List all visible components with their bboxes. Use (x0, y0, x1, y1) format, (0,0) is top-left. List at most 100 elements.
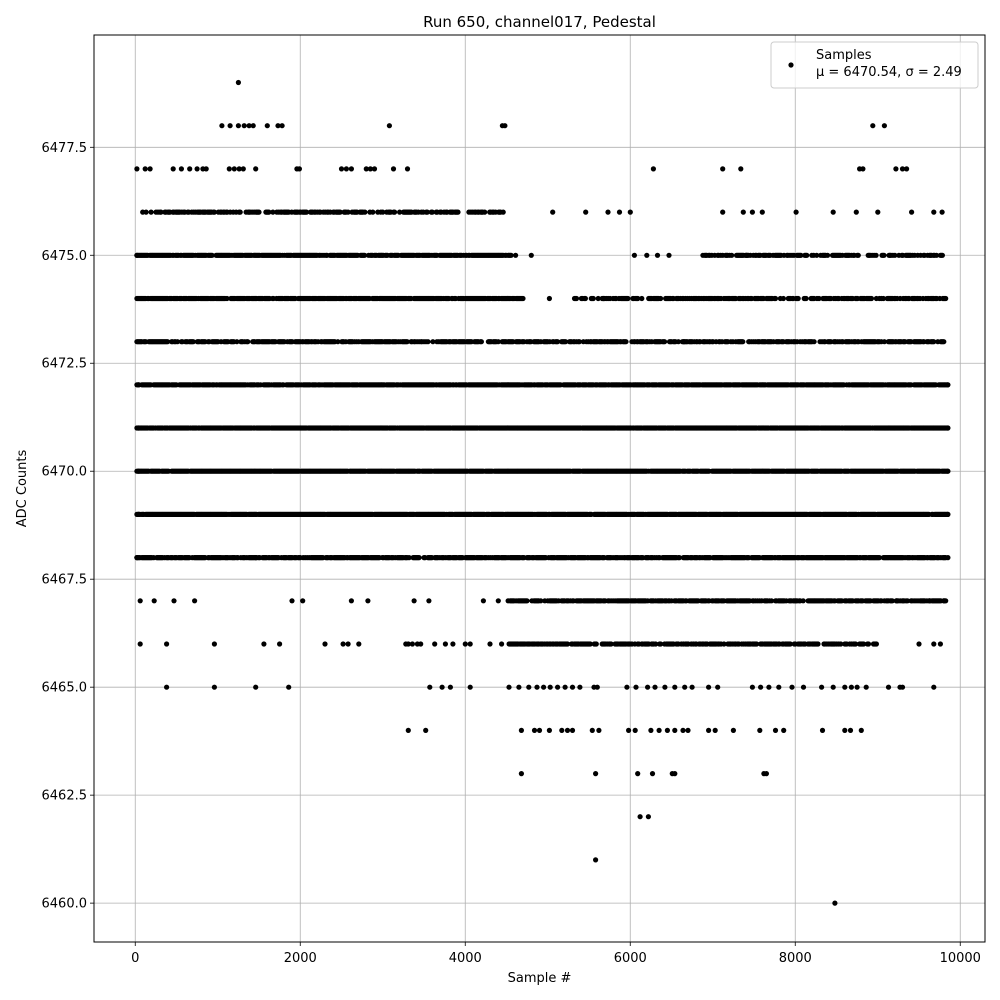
data-point (616, 209, 623, 215)
data-point (392, 209, 398, 215)
data-point (593, 771, 599, 777)
data-point (516, 684, 522, 690)
data-point (881, 123, 888, 129)
data-point (943, 295, 949, 302)
data-point (819, 727, 826, 734)
data-point (639, 295, 645, 302)
data-point (666, 252, 672, 258)
data-point (664, 727, 671, 734)
data-point (892, 252, 898, 258)
data-point (296, 166, 302, 172)
data-point (424, 209, 430, 215)
data-point (727, 252, 733, 258)
data-point (658, 295, 664, 302)
data-point (654, 252, 661, 258)
data-point (945, 425, 951, 431)
data-point (300, 598, 306, 604)
data-point (513, 252, 519, 258)
data-point (520, 295, 526, 302)
data-point (577, 684, 583, 690)
data-point (370, 209, 376, 215)
data-point (365, 598, 371, 604)
data-point (757, 727, 763, 734)
data-point (672, 684, 678, 690)
data-point (442, 641, 448, 647)
data-point (337, 209, 343, 215)
data-point (536, 727, 543, 734)
data-point (211, 684, 217, 690)
data-point (338, 166, 345, 172)
data-point (583, 209, 589, 215)
data-point (625, 295, 631, 302)
data-point (541, 684, 547, 690)
data-point (853, 209, 859, 215)
data-point (429, 209, 435, 215)
data-point (430, 339, 436, 345)
data-point (626, 727, 632, 734)
data-point (635, 771, 641, 777)
data-point (253, 684, 259, 690)
data-point (931, 684, 937, 690)
data-point (816, 295, 822, 302)
data-point (656, 727, 662, 734)
data-point (495, 339, 501, 345)
data-point (261, 641, 267, 647)
data-point (635, 295, 641, 302)
data-point (939, 209, 945, 215)
data-points (134, 79, 951, 906)
data-point (555, 339, 561, 345)
data-point (499, 641, 505, 647)
data-point (800, 684, 807, 690)
data-point (916, 641, 922, 647)
data-point (367, 166, 373, 172)
data-point (749, 209, 756, 215)
data-point (863, 684, 869, 690)
data-point (945, 382, 951, 388)
data-point (240, 166, 246, 172)
data-point (842, 727, 848, 734)
data-point (675, 339, 682, 345)
data-point (409, 641, 415, 647)
data-point (593, 857, 599, 863)
data-point (780, 295, 787, 302)
data-point (211, 209, 217, 215)
data-point (405, 641, 411, 647)
data-point (706, 727, 712, 734)
data-point (937, 641, 944, 647)
data-point (518, 771, 525, 777)
data-point (467, 641, 473, 647)
data-point (194, 166, 200, 172)
data-point (595, 295, 601, 302)
data-point (594, 684, 600, 690)
data-point (798, 252, 804, 258)
data-point (134, 166, 140, 172)
data-point (264, 123, 270, 129)
data-point (772, 295, 779, 302)
data-point (680, 727, 686, 734)
data-point (589, 727, 595, 734)
data-point (165, 339, 171, 345)
data-point (546, 295, 553, 302)
data-point (187, 166, 193, 172)
data-point (236, 166, 242, 172)
data-point (931, 339, 937, 345)
data-point (730, 727, 737, 734)
data-point (405, 727, 411, 734)
data-point (596, 727, 602, 734)
data-point (941, 339, 947, 345)
data-point (432, 641, 438, 647)
data-point (569, 727, 576, 734)
data-point (518, 727, 525, 734)
data-point (231, 166, 237, 172)
data-point (931, 641, 937, 647)
data-point (226, 166, 232, 172)
data-point (423, 727, 429, 734)
data-point (550, 209, 556, 215)
data-point (348, 166, 354, 172)
data-point (899, 684, 906, 690)
data-point (662, 684, 668, 690)
data-point (426, 598, 432, 604)
data-point (633, 684, 639, 690)
data-point (689, 684, 695, 690)
data-point (455, 209, 461, 215)
